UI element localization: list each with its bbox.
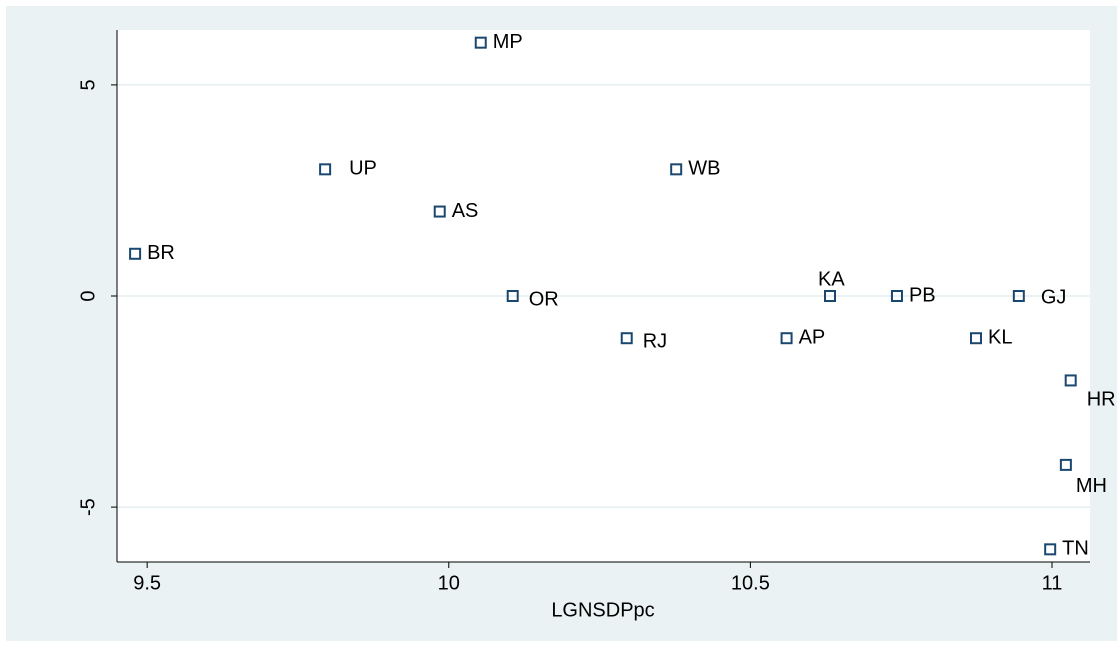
point-label: BR bbox=[147, 242, 175, 264]
marker bbox=[780, 332, 793, 345]
marker bbox=[1044, 543, 1057, 556]
x-tick-label: 11 bbox=[1042, 572, 1063, 594]
marker bbox=[969, 332, 982, 345]
point-label: MP bbox=[493, 31, 523, 53]
marker bbox=[824, 290, 837, 302]
marker bbox=[1064, 374, 1077, 387]
point-label: HR bbox=[1087, 389, 1116, 411]
marker bbox=[1059, 458, 1072, 471]
point-label: MH bbox=[1076, 475, 1107, 497]
x-tick-label: 9.5 bbox=[133, 572, 161, 594]
point-label: TN bbox=[1062, 538, 1089, 560]
point-label: UP bbox=[349, 158, 377, 180]
x-tick-label: 10 bbox=[438, 572, 460, 594]
marker bbox=[433, 205, 446, 218]
point-label: GJ bbox=[1041, 286, 1067, 308]
x-axis-title: LGNSDPpc bbox=[551, 599, 654, 621]
marker bbox=[670, 163, 683, 176]
marker bbox=[319, 163, 332, 176]
marker bbox=[506, 290, 519, 302]
y-tick-label: 0 bbox=[77, 290, 99, 301]
marker bbox=[1012, 290, 1025, 302]
marker bbox=[890, 290, 903, 302]
y-tick-label: 5 bbox=[77, 79, 99, 90]
marker bbox=[474, 36, 487, 49]
point-label: KL bbox=[988, 327, 1012, 349]
x-tick-label: 10.5 bbox=[731, 572, 770, 594]
point-label: RJ bbox=[643, 331, 667, 353]
y-tick-label: -5 bbox=[77, 498, 99, 516]
point-label: AP bbox=[799, 327, 826, 349]
marker bbox=[620, 332, 633, 345]
point-label: AS bbox=[452, 200, 479, 222]
point-label: PB bbox=[909, 284, 936, 306]
marker bbox=[129, 247, 142, 260]
point-label: KA bbox=[818, 268, 845, 290]
point-label: WB bbox=[688, 158, 720, 180]
point-label: OR bbox=[529, 288, 559, 310]
